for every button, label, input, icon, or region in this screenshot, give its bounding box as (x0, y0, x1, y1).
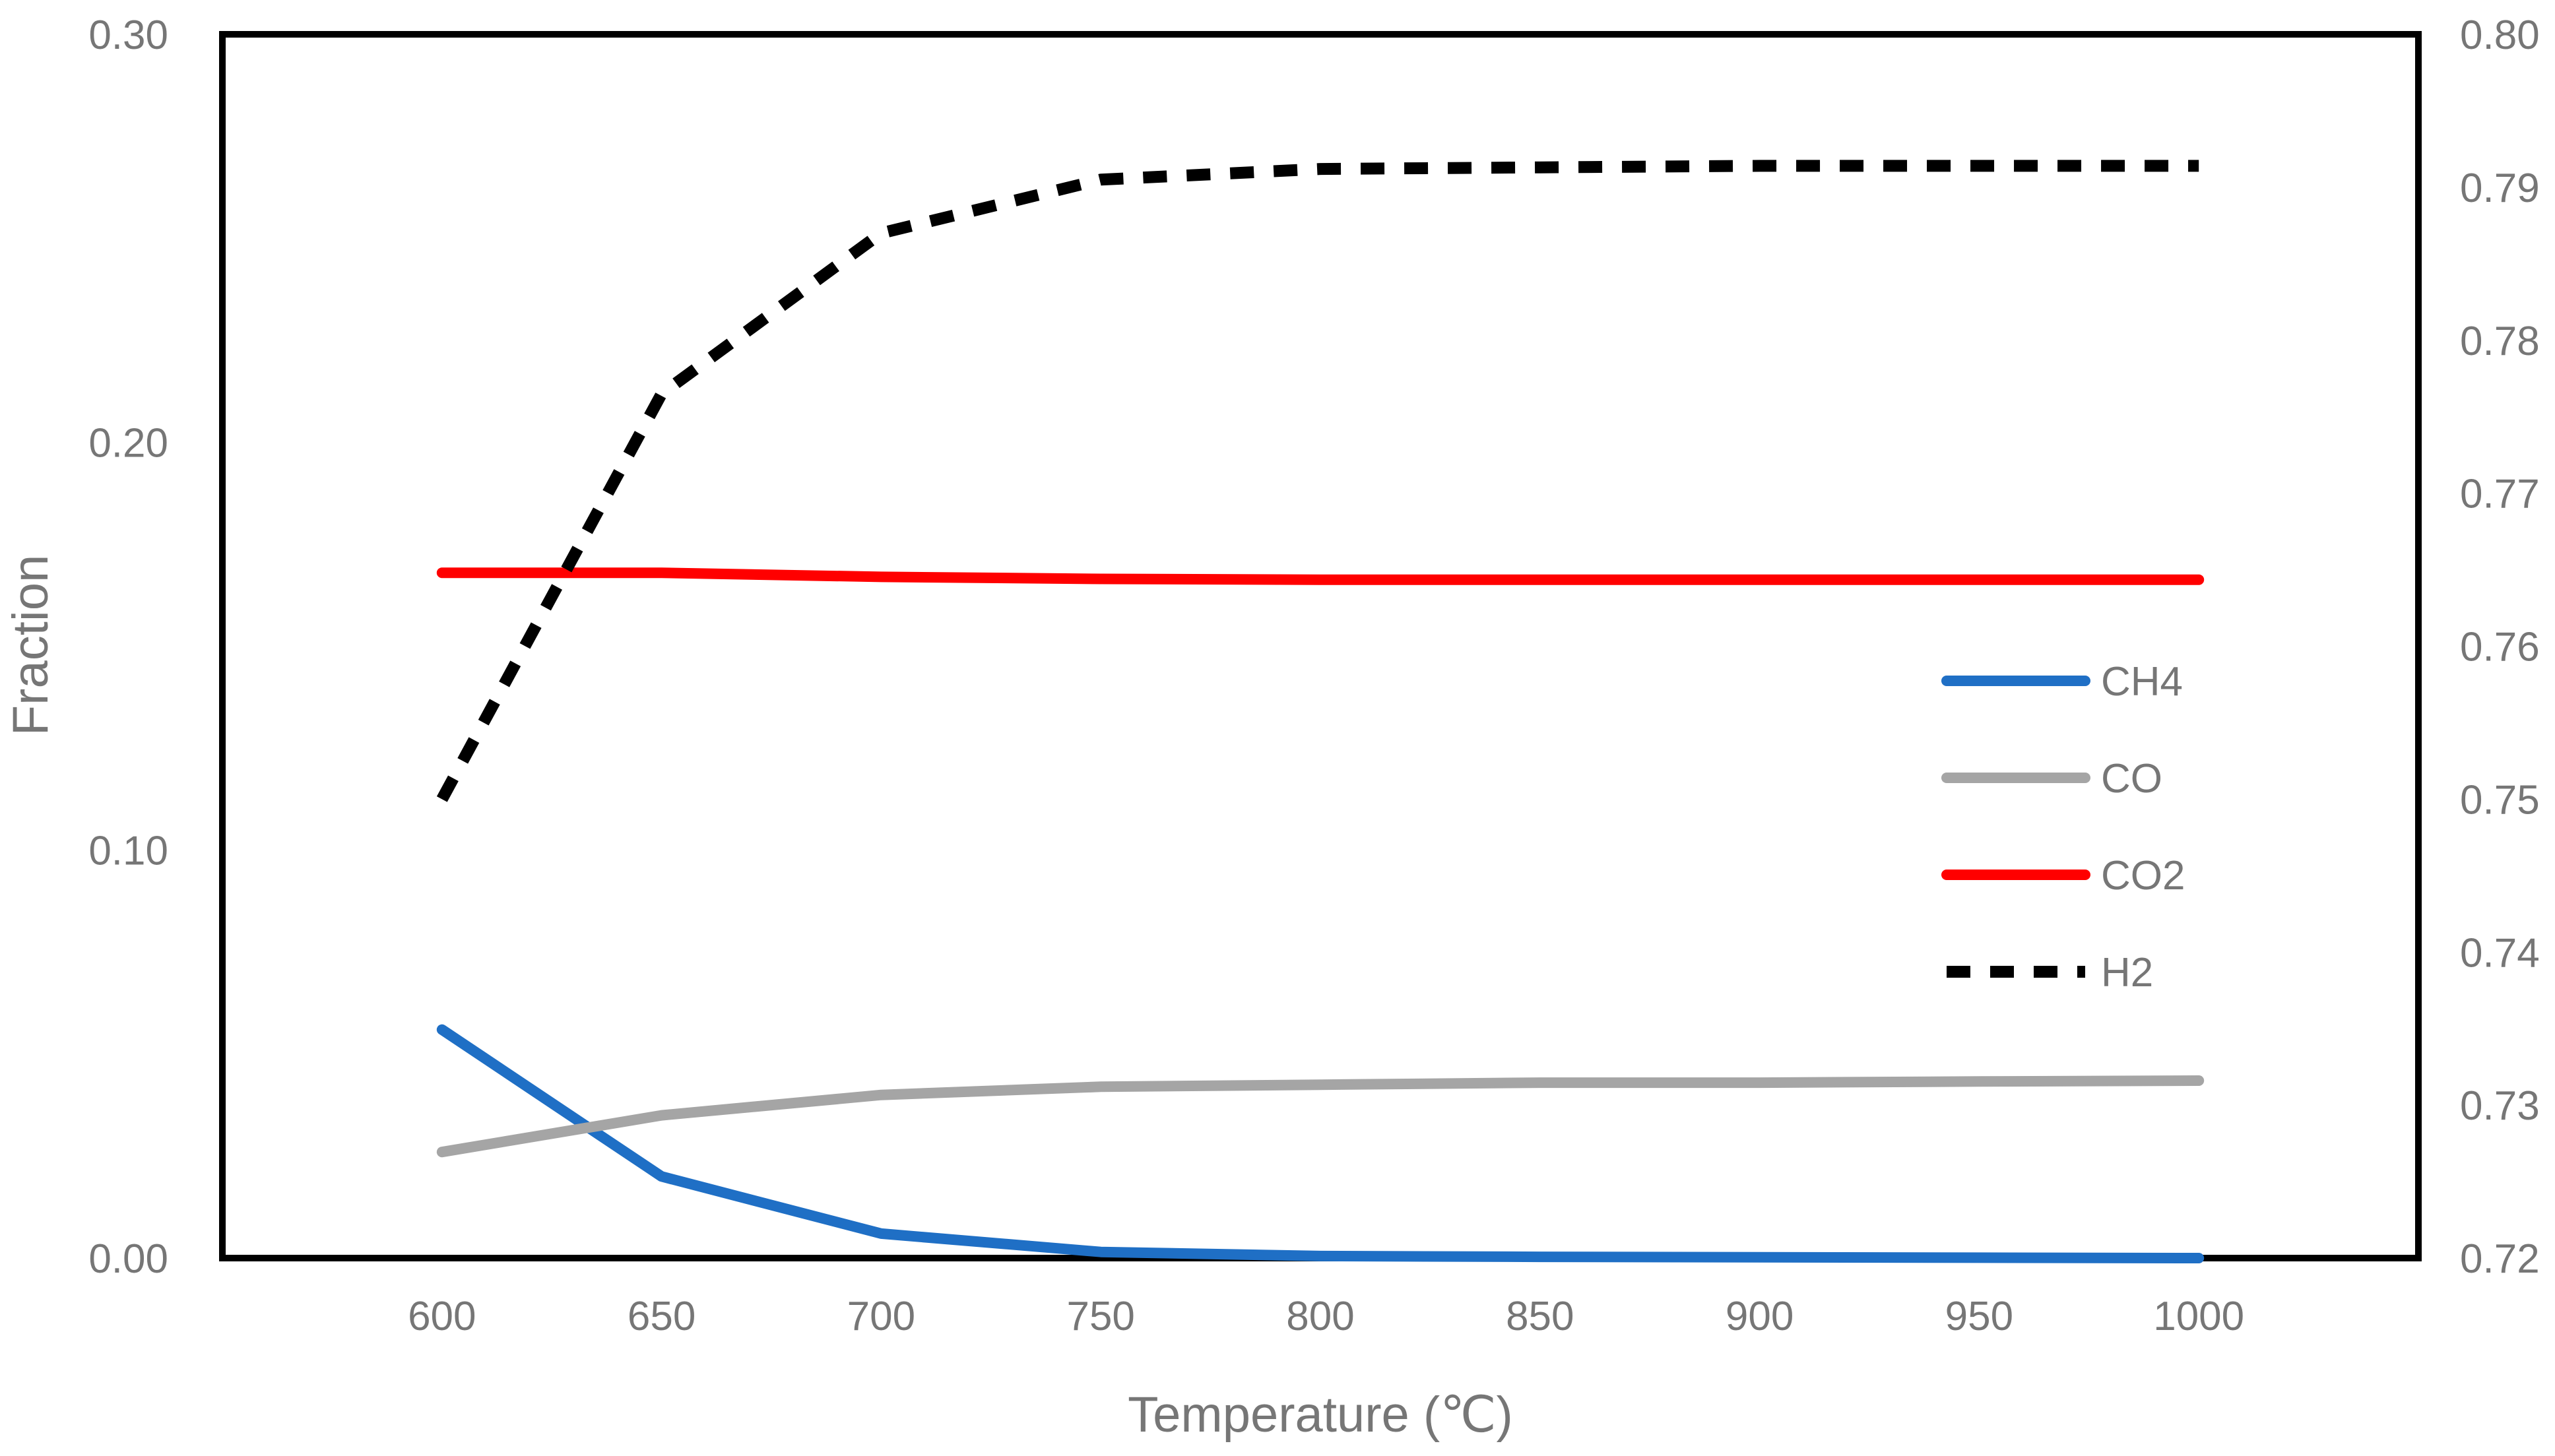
series-line-co (436, 1075, 2205, 1158)
y2-tick-label: 0.74 (2460, 930, 2540, 976)
x-tick-label: 850 (1506, 1294, 1574, 1339)
y2-tick-label: 0.76 (2460, 625, 2540, 670)
y-axis-title: Fraction (3, 555, 59, 736)
series-line-ch4 (436, 1024, 2205, 1263)
series-layer (436, 160, 2205, 1263)
x-tick-label: 600 (408, 1294, 476, 1339)
y2-tick-label: 0.72 (2460, 1236, 2540, 1282)
legend-label-ch4: CH4 (2101, 659, 2183, 705)
legend-label-co: CO (2101, 756, 2162, 802)
y2-tick-label: 0.77 (2460, 472, 2540, 517)
y2-tick-label: 0.78 (2460, 319, 2540, 364)
x-tick-label: 700 (847, 1294, 915, 1339)
legend-label-h2: H2 (2101, 950, 2153, 996)
y2-tick-label: 0.79 (2460, 166, 2540, 211)
plot-frame (219, 31, 2422, 1261)
y-axis-right: 0.72 0.73 0.74 0.75 0.76 0.77 0.78 0.79 0.80 (2460, 13, 2540, 1282)
x-tick-label: 950 (1945, 1294, 2013, 1339)
y2-tick-label: 0.75 (2460, 777, 2540, 823)
y-axis-left: 0.00 0.10 0.20 0.30 (88, 13, 168, 1282)
legend-label-co2: CO2 (2101, 853, 2185, 899)
y2-tick-label: 0.80 (2460, 13, 2540, 58)
legend: CH4 CO CO2 H2 (1941, 659, 2185, 996)
x-tick-label: 900 (1726, 1294, 1794, 1339)
x-tick-label: 800 (1286, 1294, 1354, 1339)
x-tick-label: 650 (628, 1294, 695, 1339)
y-tick-label: 0.20 (88, 420, 168, 466)
y-tick-label: 0.30 (88, 13, 168, 58)
y2-tick-label: 0.73 (2460, 1083, 2540, 1129)
x-tick-label: 750 (1066, 1294, 1134, 1339)
y-tick-label: 0.10 (88, 829, 168, 874)
series-line-co2 (436, 567, 2205, 585)
series-line-h2 (436, 160, 2199, 802)
x-tick-label: 1000 (2153, 1294, 2244, 1339)
x-axis-title: Temperature (℃) (1128, 1387, 1513, 1443)
x-axis: 600 650 700 750 800 850 900 950 1000 (408, 1294, 2244, 1339)
y-tick-label: 0.00 (88, 1236, 168, 1282)
